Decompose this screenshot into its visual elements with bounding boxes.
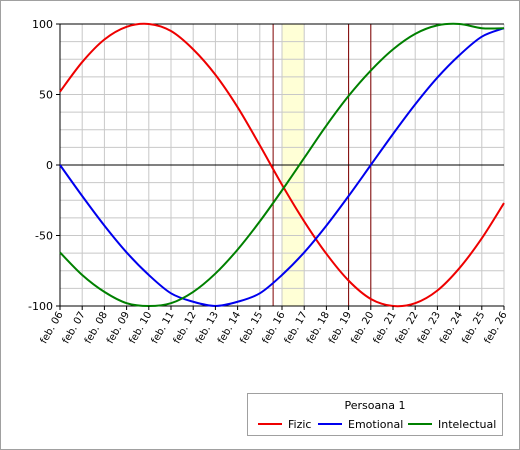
legend-swatch-emotional (318, 423, 342, 425)
legend-label-fizic: Fizic (288, 417, 312, 431)
legend-label-intelectual: Intelectual (438, 417, 497, 431)
y-tick-label: 0 (46, 159, 53, 172)
y-tick-label: 100 (32, 18, 53, 31)
legend-swatch-intelectual (408, 423, 432, 425)
legend-item-emotional: Emotional (318, 417, 403, 431)
legend-label-emotional: Emotional (348, 417, 404, 431)
y-tick-label: -50 (35, 230, 53, 243)
legend-swatch-fizic (258, 423, 282, 425)
legend-title: Persoana 1 (344, 399, 406, 412)
series-line-intelectual (59, 22, 505, 308)
legend-item-fizic: Fizic (258, 417, 311, 431)
series-line-emotional (59, 27, 505, 308)
chart-legend: Persoana 1 Fizic Emotional Intelectual (247, 393, 503, 436)
legend-item-intelectual: Intelectual (408, 417, 496, 431)
series-line-fizic (59, 22, 505, 308)
y-tick-label: -100 (28, 300, 53, 313)
y-tick-label: 50 (39, 89, 53, 102)
